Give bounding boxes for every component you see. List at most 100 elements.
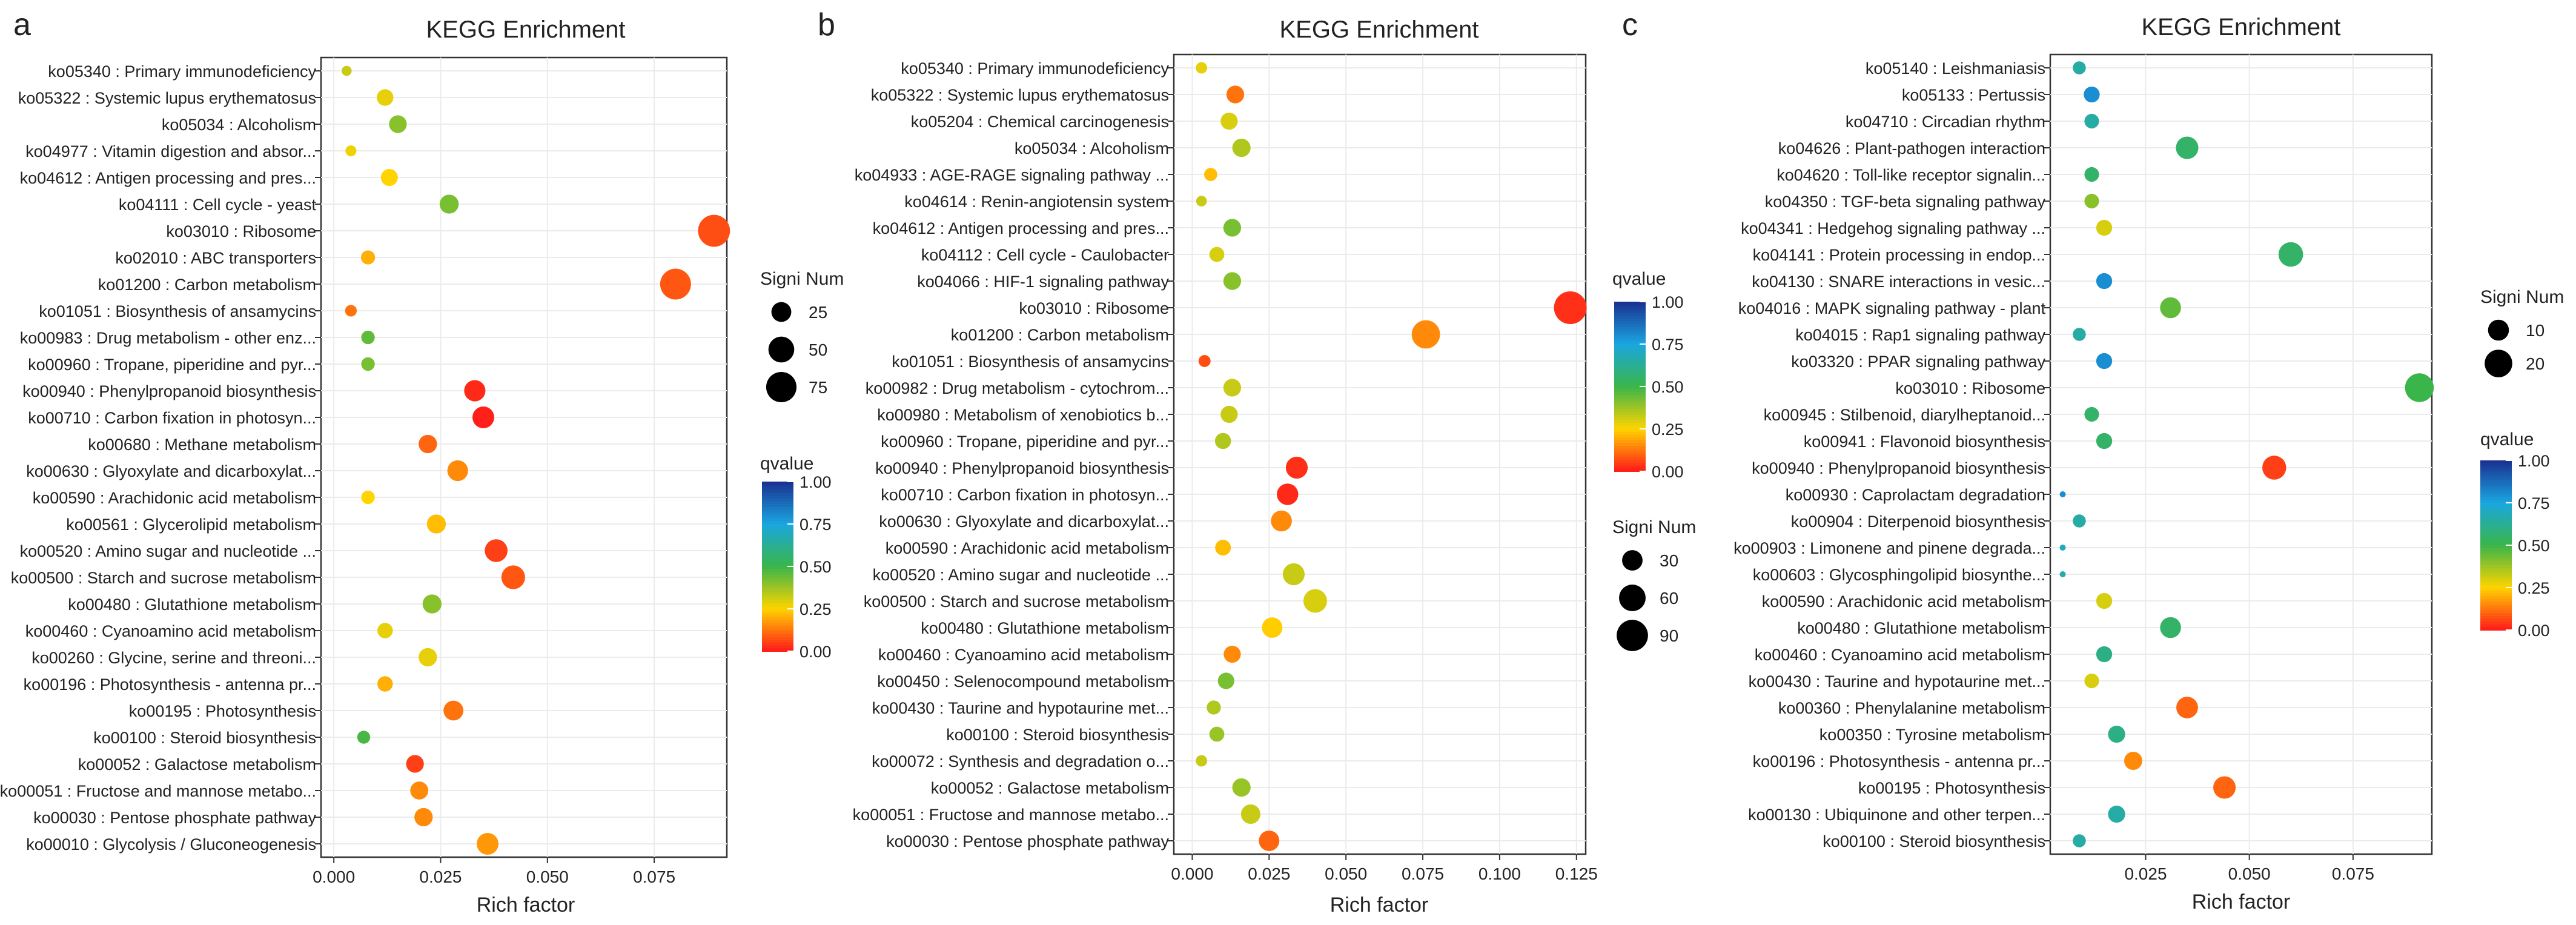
colorbar-segment	[2480, 598, 2512, 603]
colorbar-segment	[762, 597, 793, 601]
size-legend-label: 75	[809, 378, 827, 397]
pathway-label: ko04341 : Hedgehog signaling pathway ...	[1741, 219, 2045, 237]
x-tick-label: 0.000	[313, 867, 355, 886]
colorbar-segment	[762, 546, 793, 550]
colorbar-segment	[2480, 514, 2512, 518]
colorbar-segment	[1614, 327, 1646, 331]
colorbar-segment	[1614, 440, 1646, 444]
colorbar-segment	[1614, 420, 1646, 424]
panel-label: a	[13, 7, 31, 42]
colorbar-segment	[2480, 568, 2512, 571]
enrichment-point	[2108, 805, 2125, 823]
size-legend-dot	[2488, 319, 2509, 341]
colorbar-segment	[1614, 302, 1646, 305]
pathway-label: ko00430 : Taurine and hypotaurine met...	[872, 699, 1169, 717]
colorbar-segment	[1614, 389, 1646, 393]
colorbar-segment	[762, 492, 793, 497]
colorbar-segment	[2480, 573, 2512, 577]
enrichment-point	[439, 194, 459, 214]
pathway-label: ko03320 : PPAR signaling pathway	[1791, 353, 2045, 371]
enrichment-point	[1204, 168, 1217, 181]
pathway-label: ko04933 : AGE-RAGE signaling pathway ...	[855, 166, 1169, 184]
pathway-label: ko00052 : Galactose metabolism	[931, 779, 1169, 797]
x-tick-label: 0.000	[1171, 864, 1213, 883]
colorbar-segment	[2480, 537, 2512, 540]
colorbar-segment	[2480, 508, 2512, 512]
enrichment-point	[1215, 540, 1231, 555]
enrichment-point	[485, 539, 508, 562]
colorbar-segment	[1614, 465, 1646, 469]
colorbar-segment	[1614, 380, 1646, 385]
enrichment-point	[2084, 673, 2099, 689]
colorbar-segment	[1614, 446, 1646, 449]
colorbar-segment	[2480, 545, 2512, 549]
pathway-label: ko00030 : Pentose phosphate pathway	[886, 832, 1169, 850]
pathway-label: ko00460 : Cyanoamino acid metabolism	[25, 622, 316, 640]
colorbar-segment	[1614, 414, 1646, 419]
colorbar-segment	[2480, 463, 2512, 467]
colorbar-segment	[2480, 576, 2512, 580]
x-tick-label: 0.025	[419, 867, 462, 886]
enrichment-point	[464, 380, 486, 402]
colorbar-segment	[1614, 437, 1646, 441]
colorbar-segment	[762, 643, 793, 646]
size-legend-title: Signi Num	[1612, 517, 1696, 537]
enrichment-point	[1554, 291, 1587, 324]
pathway-label: ko04016 : MAPK signaling pathway - plant	[1738, 299, 2046, 317]
pathway-label: ko04350 : TGF-beta signaling pathway	[1765, 193, 2046, 211]
enrichment-point	[2278, 242, 2303, 267]
colorbar-segment	[2480, 477, 2512, 481]
colorbar-segment	[762, 611, 793, 615]
colorbar-segment	[762, 628, 793, 632]
enrichment-point	[389, 115, 407, 133]
pathway-label: ko04112 : Cell cycle - Caulobacter	[921, 246, 1169, 264]
enrichment-point	[361, 490, 375, 505]
colorbar-tick-label: 0.75	[2518, 494, 2550, 512]
enrichment-point	[1207, 700, 1221, 715]
colorbar-segment	[1614, 457, 1646, 461]
pathway-label: ko00710 : Carbon fixation in photosyn...	[28, 409, 316, 427]
colorbar-tick-label: 0.00	[800, 643, 832, 661]
pathway-label: ko00945 : Stilbenoid, diarylheptanoid...	[1764, 406, 2045, 424]
enrichment-point	[2073, 834, 2086, 847]
pathway-label: ko00195 : Photosynthesis	[1858, 779, 2045, 797]
pathway-label: ko04710 : Circadian rhythm	[1846, 113, 2045, 131]
enrichment-point	[2084, 86, 2100, 103]
colorbar-segment	[762, 524, 793, 528]
colorbar-segment	[1614, 313, 1646, 317]
enrichment-point	[1271, 510, 1292, 532]
colorbar-segment	[762, 504, 793, 508]
colorbar-segment	[2480, 582, 2512, 586]
pathway-label: ko00940 : Phenylpropanoid biosynthesis	[875, 459, 1169, 477]
x-tick-label: 0.025	[1248, 864, 1290, 883]
enrichment-point	[360, 250, 376, 265]
colorbar-segment	[1614, 409, 1646, 413]
pathway-label: ko00710 : Carbon fixation in photosyn...	[881, 486, 1169, 504]
x-tick-label: 0.075	[1402, 864, 1444, 883]
colorbar-segment	[762, 569, 793, 573]
pathway-label: ko00590 : Arachidonic acid metabolism	[886, 539, 1169, 557]
colorbar-segment	[1614, 443, 1646, 446]
enrichment-point	[447, 460, 468, 482]
x-tick-label: 0.075	[633, 867, 675, 886]
colorbar-segment	[1614, 372, 1646, 376]
colorbar-segment	[762, 512, 793, 516]
pathway-label: ko00630 : Glyoxylate and dicarboxylat...	[879, 512, 1169, 531]
colorbar-segment	[2480, 579, 2512, 583]
enrichment-point	[361, 357, 375, 371]
enrichment-point	[2124, 751, 2142, 771]
colorbar-segment	[1614, 344, 1646, 348]
enrichment-point	[2084, 193, 2099, 209]
pathway-label: ko00500 : Starch and sucrose metabolism	[11, 569, 316, 587]
colorbar-segment	[762, 617, 793, 621]
size-legend-label: 20	[2526, 354, 2545, 373]
colorbar-segment	[1614, 361, 1646, 365]
colorbar-segment	[762, 538, 793, 542]
colorbar-segment	[762, 535, 793, 539]
pathway-label: ko04626 : Plant-pathogen interaction	[1778, 139, 2045, 157]
enrichment-point	[406, 755, 424, 773]
x-tick-label: 0.050	[1325, 864, 1367, 883]
colorbar-segment	[2480, 471, 2512, 476]
colorbar-segment	[2480, 624, 2512, 628]
enrichment-point	[2084, 406, 2099, 422]
